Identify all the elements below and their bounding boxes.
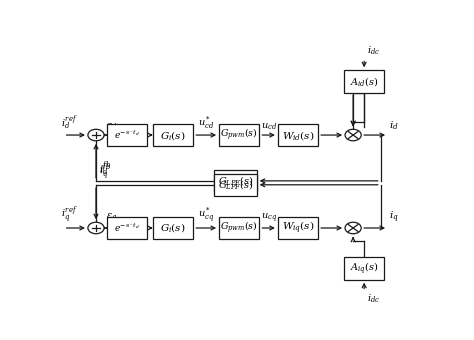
Text: $i_{dc}$: $i_{dc}$ (367, 293, 380, 305)
FancyBboxPatch shape (107, 217, 147, 239)
Text: $W_{id}(s)$: $W_{id}(s)$ (282, 129, 314, 141)
FancyBboxPatch shape (107, 124, 147, 146)
FancyBboxPatch shape (344, 257, 384, 280)
Text: $A_{id}(s)$: $A_{id}(s)$ (350, 75, 378, 88)
Text: $e^{-s\cdot t_d}$: $e^{-s\cdot t_d}$ (114, 222, 140, 234)
Text: $G_i(s)$: $G_i(s)$ (160, 129, 186, 141)
FancyBboxPatch shape (344, 70, 384, 92)
Text: $G_i(s)$: $G_i(s)$ (160, 221, 186, 235)
Text: $W_{iq}(s)$: $W_{iq}(s)$ (282, 220, 314, 236)
Text: $G_{LPF}(s)$: $G_{LPF}(s)$ (218, 174, 254, 187)
Text: $i_d^{ref}$: $i_d^{ref}$ (61, 113, 77, 132)
Text: $u_{cd}^*$: $u_{cd}^*$ (198, 115, 214, 132)
Text: $G_{LPF}(s)$: $G_{LPF}(s)$ (218, 178, 254, 191)
Text: $\varepsilon_d$: $\varepsilon_d$ (106, 122, 117, 132)
Text: $G_{pwm}(s)$: $G_{pwm}(s)$ (220, 127, 258, 143)
FancyBboxPatch shape (278, 124, 318, 146)
Text: $e^{-s\cdot t_d}$: $e^{-s\cdot t_d}$ (114, 129, 140, 141)
Text: $\varepsilon_q$: $\varepsilon_q$ (106, 212, 117, 225)
Text: $i_q^{ref}$: $i_q^{ref}$ (61, 205, 77, 225)
FancyBboxPatch shape (219, 217, 259, 239)
FancyBboxPatch shape (214, 174, 257, 196)
Text: $u_{cq}$: $u_{cq}$ (261, 212, 277, 225)
FancyBboxPatch shape (153, 124, 193, 146)
Circle shape (88, 222, 104, 234)
Text: $i_{dc}$: $i_{dc}$ (367, 45, 380, 57)
Text: $A_{iq}(s)$: $A_{iq}(s)$ (350, 260, 378, 277)
Text: $G_{pwm}(s)$: $G_{pwm}(s)$ (220, 220, 258, 236)
Text: $i_d$: $i_d$ (389, 120, 399, 132)
FancyBboxPatch shape (214, 170, 257, 192)
Circle shape (345, 129, 361, 141)
Text: $i_q$: $i_q$ (389, 210, 398, 225)
FancyBboxPatch shape (278, 217, 318, 239)
Circle shape (88, 129, 104, 141)
Text: $u_{cd}$: $u_{cd}$ (261, 122, 277, 132)
Text: $i_d^{fb}$: $i_d^{fb}$ (99, 159, 111, 178)
FancyBboxPatch shape (219, 124, 259, 146)
Text: $i_q^{fb}$: $i_q^{fb}$ (99, 163, 111, 182)
Text: $u_{cq}^*$: $u_{cq}^*$ (198, 205, 214, 225)
Circle shape (345, 222, 361, 234)
FancyBboxPatch shape (153, 217, 193, 239)
